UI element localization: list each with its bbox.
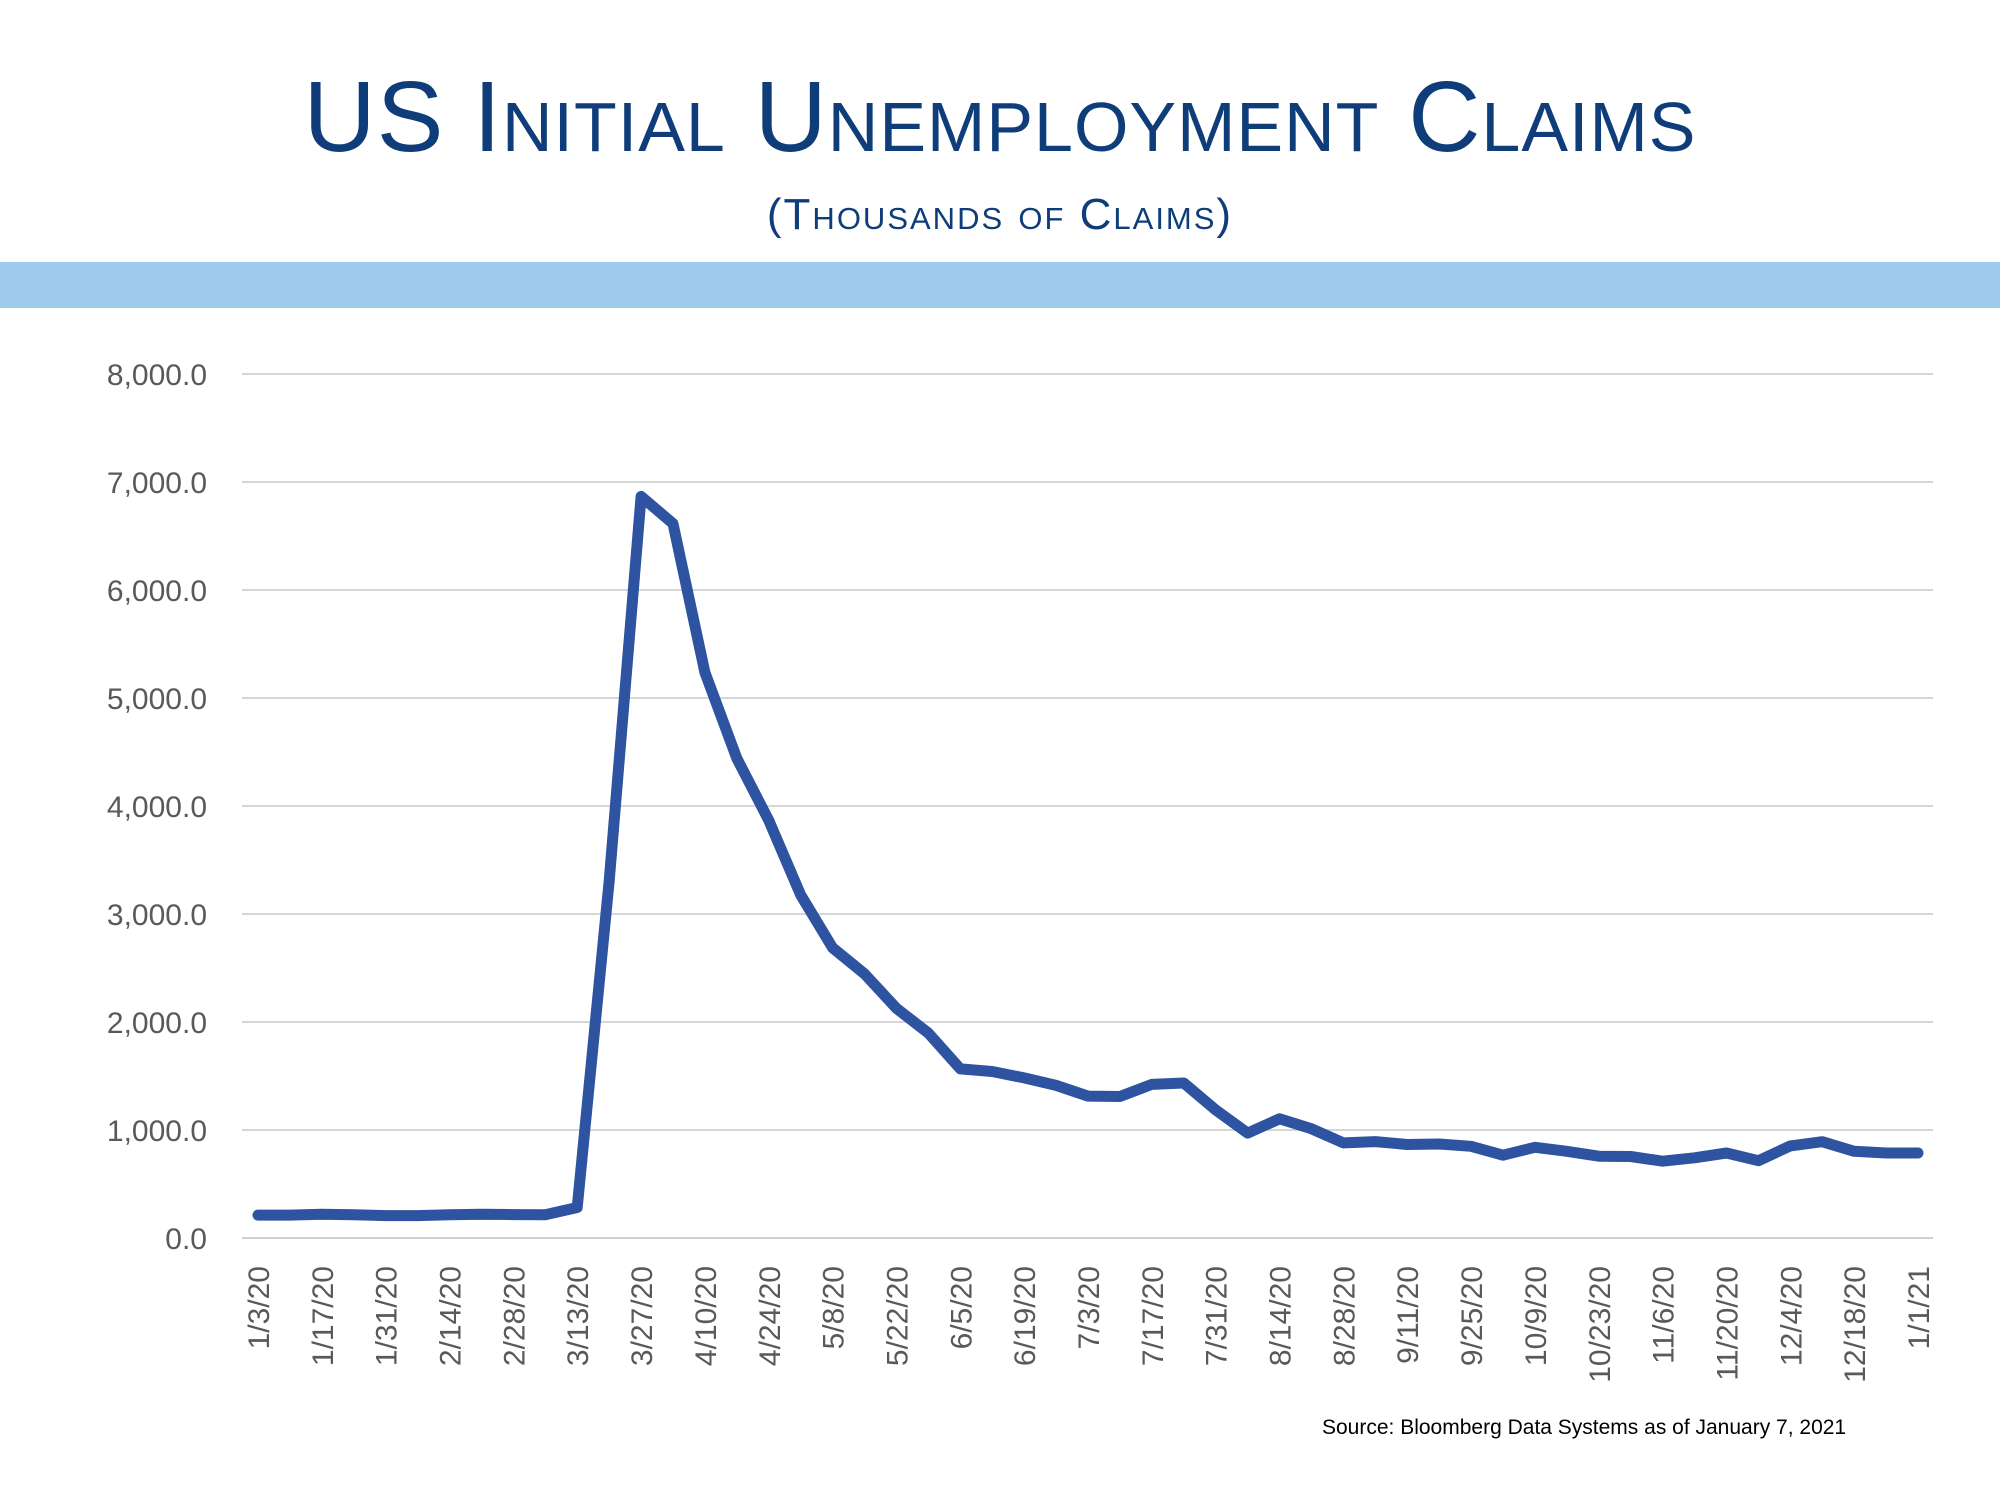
source-note: Source: Bloomberg Data Systems as of Jan… xyxy=(1322,1416,1847,1439)
data-point xyxy=(1021,1074,1028,1081)
data-point xyxy=(1276,1115,1283,1122)
data-point xyxy=(1148,1081,1155,1088)
x-tick-label: 10/9/20 xyxy=(1520,1266,1553,1366)
data-point xyxy=(255,1212,261,1219)
data-point xyxy=(1468,1143,1475,1150)
x-tick-label: 6/19/20 xyxy=(1009,1266,1042,1366)
data-point xyxy=(1340,1139,1347,1146)
data-point xyxy=(701,669,708,676)
x-tick-label: 3/13/20 xyxy=(562,1266,595,1366)
data-point xyxy=(1659,1158,1666,1165)
data-point xyxy=(1915,1150,1921,1157)
x-tick-label: 5/8/20 xyxy=(818,1266,851,1349)
y-tick-label: 6,000.0 xyxy=(107,575,207,608)
x-tick-label: 2/14/20 xyxy=(435,1266,468,1366)
data-point xyxy=(1755,1157,1762,1164)
y-tick-label: 1,000.0 xyxy=(107,1115,207,1148)
data-point xyxy=(1627,1153,1634,1160)
data-point xyxy=(670,520,676,527)
data-point xyxy=(733,755,740,762)
data-point xyxy=(478,1211,485,1218)
data-point xyxy=(1595,1153,1602,1160)
y-tick-label: 3,000.0 xyxy=(107,899,207,932)
page-title: US Initial Unemployment Claims xyxy=(303,61,1697,173)
x-tick-label: 8/14/20 xyxy=(1265,1266,1298,1366)
x-tick-label: 12/4/20 xyxy=(1775,1266,1808,1366)
data-point xyxy=(1723,1150,1730,1157)
y-tick-label: 4,000.0 xyxy=(107,791,207,824)
y-tick-label: 8,000.0 xyxy=(107,359,207,392)
data-point xyxy=(1180,1080,1187,1087)
data-point xyxy=(989,1068,996,1075)
x-tick-label: 2/28/20 xyxy=(498,1266,531,1366)
data-point xyxy=(1851,1148,1858,1155)
data-point xyxy=(893,1005,900,1012)
x-tick-label: 7/31/20 xyxy=(1201,1266,1234,1366)
data-point xyxy=(957,1065,964,1072)
data-point xyxy=(446,1211,453,1218)
data-point xyxy=(382,1212,389,1219)
data-point xyxy=(574,1204,581,1211)
x-tick-label: 3/27/20 xyxy=(626,1266,659,1366)
data-point xyxy=(1883,1150,1890,1157)
data-point xyxy=(1053,1082,1060,1089)
y-tick-label: 5,000.0 xyxy=(107,683,207,716)
data-point xyxy=(1500,1152,1506,1159)
data-point xyxy=(542,1211,549,1218)
y-tick-label: 7,000.0 xyxy=(107,467,207,500)
data-point xyxy=(286,1212,293,1219)
x-tick-label: 10/23/20 xyxy=(1584,1266,1617,1383)
data-point xyxy=(765,817,772,824)
y-tick-label: 0.0 xyxy=(165,1223,207,1256)
data-point xyxy=(797,891,804,898)
data-point xyxy=(414,1212,421,1219)
x-tick-label: 9/11/20 xyxy=(1392,1266,1425,1364)
x-tick-label: 8/28/20 xyxy=(1328,1266,1361,1366)
x-tick-label: 1/31/20 xyxy=(371,1266,404,1366)
data-point xyxy=(925,1030,932,1037)
data-point xyxy=(1212,1106,1219,1113)
data-point xyxy=(1085,1093,1091,1100)
data-point xyxy=(1372,1138,1379,1145)
data-point xyxy=(1436,1141,1443,1148)
data-point xyxy=(510,1211,517,1218)
data-point xyxy=(1787,1142,1794,1149)
x-tick-label: 1/1/21 xyxy=(1903,1266,1936,1349)
x-tick-label: 1/3/20 xyxy=(243,1266,276,1349)
x-tick-label: 4/10/20 xyxy=(690,1266,723,1366)
data-point xyxy=(318,1211,325,1218)
x-tick-label: 7/17/20 xyxy=(1137,1266,1170,1366)
x-tick-label: 12/18/20 xyxy=(1839,1266,1872,1383)
series-line xyxy=(252,490,1924,1222)
header-band xyxy=(0,262,2000,308)
x-tick-label: 11/20/20 xyxy=(1711,1266,1744,1381)
data-point xyxy=(1819,1138,1826,1145)
data-point xyxy=(1308,1125,1315,1132)
x-tick-label: 5/22/20 xyxy=(881,1266,914,1366)
page-subtitle: (Thousands of Claims) xyxy=(766,190,1234,239)
data-point xyxy=(350,1211,357,1218)
data-point xyxy=(1691,1154,1698,1161)
y-tick-label: 2,000.0 xyxy=(107,1007,207,1040)
data-point xyxy=(861,970,868,977)
data-point xyxy=(829,944,836,951)
x-tick-label: 11/6/20 xyxy=(1648,1266,1681,1364)
x-tick-label: 4/24/20 xyxy=(754,1266,787,1366)
x-tick-label: 6/5/20 xyxy=(945,1266,978,1349)
x-tick-label: 9/25/20 xyxy=(1456,1266,1489,1366)
data-point xyxy=(1244,1130,1251,1137)
data-point xyxy=(1404,1141,1411,1148)
data-point xyxy=(606,877,613,884)
x-tick-label: 7/3/20 xyxy=(1073,1266,1106,1349)
data-point xyxy=(638,493,645,500)
data-point xyxy=(1563,1148,1570,1155)
data-point xyxy=(1116,1093,1123,1100)
data-point xyxy=(1531,1144,1538,1151)
x-tick-label: 1/17/20 xyxy=(307,1266,340,1366)
